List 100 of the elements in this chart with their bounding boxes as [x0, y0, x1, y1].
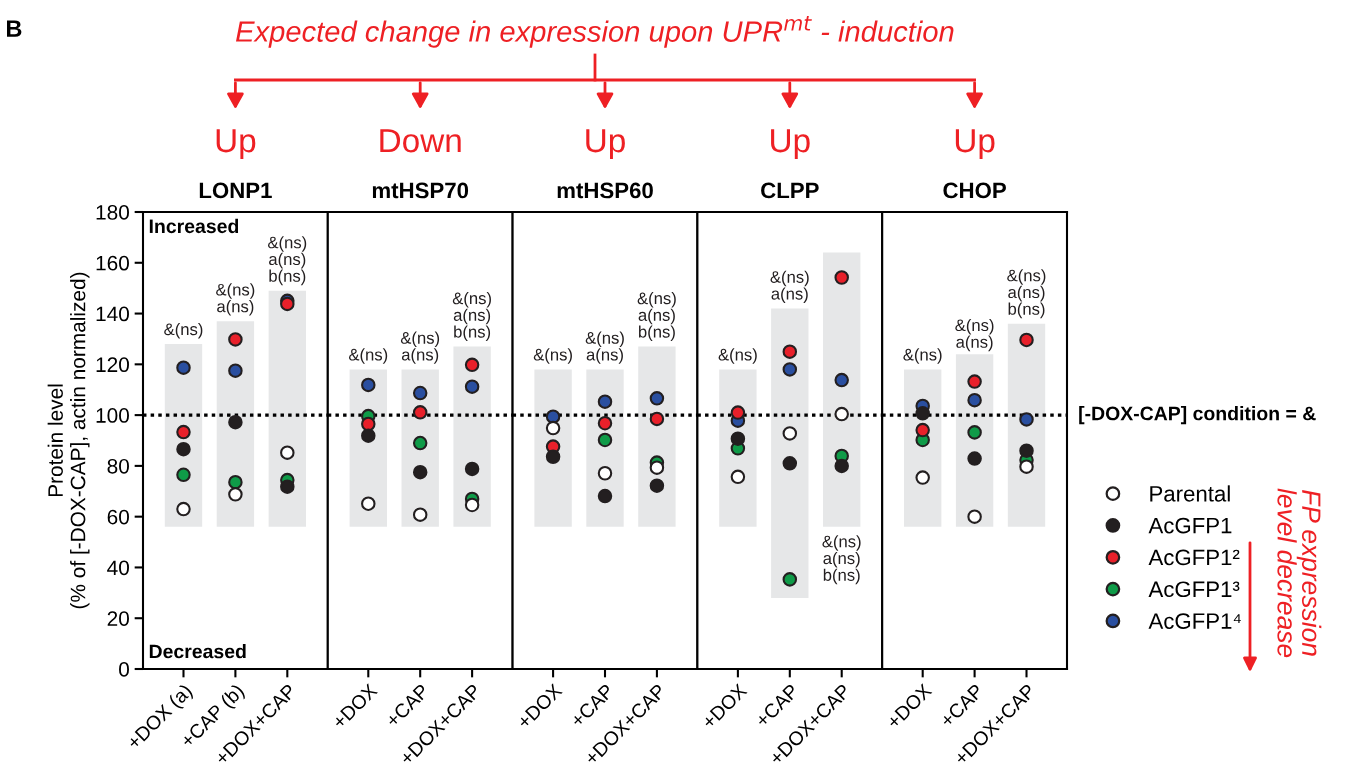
y-tick-label: 160: [96, 255, 129, 271]
point: [228, 487, 243, 502]
legend-label: AcGFP1: [1148, 517, 1232, 534]
point: [1019, 412, 1034, 427]
y-tick-label: 100: [96, 408, 129, 423]
point: [361, 428, 376, 443]
point: [649, 478, 665, 493]
annotation: &(ns) a(ns) b(ns): [822, 535, 861, 585]
point: [834, 270, 849, 285]
point: [967, 509, 982, 524]
point: [597, 466, 613, 481]
text: Expected change in expression upon UPR$^{mt}$ - induction: [235, 16, 954, 48]
chart-subtitle: Down: [380, 129, 461, 153]
annotation: &(ns) a(ns) b(ns): [267, 236, 307, 286]
point: [280, 445, 295, 460]
point: [176, 424, 191, 440]
text: FP expression level decrease: [1277, 488, 1322, 658]
point: [176, 360, 191, 375]
annotation: Decreased: [149, 644, 246, 659]
point: [730, 405, 746, 420]
point: [1019, 459, 1034, 474]
y-tick-label: 180: [96, 205, 129, 220]
ref-line-label: [-DOX-CAP] condition = &: [1079, 406, 1316, 425]
annotation: &(ns) a(ns): [770, 270, 809, 303]
point: [228, 474, 243, 490]
y-axis-title: Protein level (% of [-DOX-CAP], actin normalized): [47, 272, 90, 609]
legend-label: Parental: [1150, 485, 1230, 502]
point: [361, 496, 376, 511]
annotation: &(ns) a(ns): [216, 283, 255, 316]
text: B: [7, 20, 22, 37]
annotation: &(ns) a(ns): [585, 331, 624, 364]
point: [649, 411, 665, 427]
point: [545, 420, 561, 436]
point: [597, 415, 613, 431]
point: [280, 479, 295, 494]
point: [176, 467, 191, 483]
y-tick-label: 60: [107, 509, 129, 525]
point: [649, 460, 665, 475]
point: [967, 392, 982, 408]
annotation: &(ns): [533, 348, 572, 364]
point: [967, 374, 982, 389]
point: [597, 432, 613, 448]
point: [176, 501, 191, 517]
y-tick-label: 80: [107, 458, 129, 474]
y-tick-label: 120: [96, 357, 129, 373]
annotation: &(ns): [718, 348, 757, 364]
point: [228, 332, 243, 347]
y-tick-label: 20: [107, 611, 129, 626]
annotation: &(ns) a(ns) b(ns): [1007, 269, 1046, 319]
annotation: &(ns): [903, 348, 942, 364]
chart-subtitle: Up: [216, 129, 256, 159]
point: [361, 377, 376, 393]
point: [464, 497, 480, 513]
annotation: &(ns) a(ns) b(ns): [637, 291, 676, 341]
annotation: &(ns): [164, 322, 203, 339]
point: [464, 379, 480, 394]
chart-title: mtHSP60: [557, 182, 653, 199]
point: [228, 414, 243, 430]
point: [464, 357, 480, 373]
point: [782, 344, 798, 359]
point: [412, 435, 428, 451]
point: [597, 488, 613, 504]
point: [915, 406, 930, 421]
chart-subtitle: Up: [771, 129, 810, 159]
point: [730, 469, 746, 485]
chart-subtitle: Up: [955, 129, 995, 159]
point: [597, 394, 613, 409]
chart-subtitle: Up: [586, 129, 625, 159]
chart-title: LONP1: [199, 182, 272, 199]
chart-title: mtHSP70: [372, 182, 469, 199]
point: [649, 391, 665, 406]
point: [545, 409, 561, 424]
point: [782, 426, 798, 441]
point: [228, 363, 243, 378]
annotation: &(ns) a(ns): [955, 318, 994, 352]
point: [412, 507, 428, 522]
point: [361, 416, 376, 432]
point: [545, 449, 561, 464]
y-tick-label: 40: [107, 560, 129, 576]
legend-label: AcGFP1³: [1148, 581, 1240, 598]
point: [967, 425, 982, 440]
point: [782, 456, 798, 471]
chart-title: CLPP: [761, 182, 819, 199]
y-tick-label: 0: [119, 662, 129, 677]
point: [412, 385, 428, 401]
point: [915, 470, 930, 485]
point: [782, 362, 798, 377]
legend-label: AcGFP1⁴: [1148, 613, 1241, 629]
point: [176, 441, 191, 457]
point: [967, 451, 982, 466]
point: [412, 464, 428, 480]
point: [782, 572, 798, 587]
annotation: &(ns): [348, 348, 388, 364]
legend-label: AcGFP1²: [1148, 549, 1240, 566]
annotation: Increased: [149, 218, 239, 234]
point: [834, 372, 849, 388]
point: [1019, 332, 1034, 348]
point: [1019, 443, 1034, 458]
point: [915, 422, 930, 438]
point: [834, 458, 849, 474]
